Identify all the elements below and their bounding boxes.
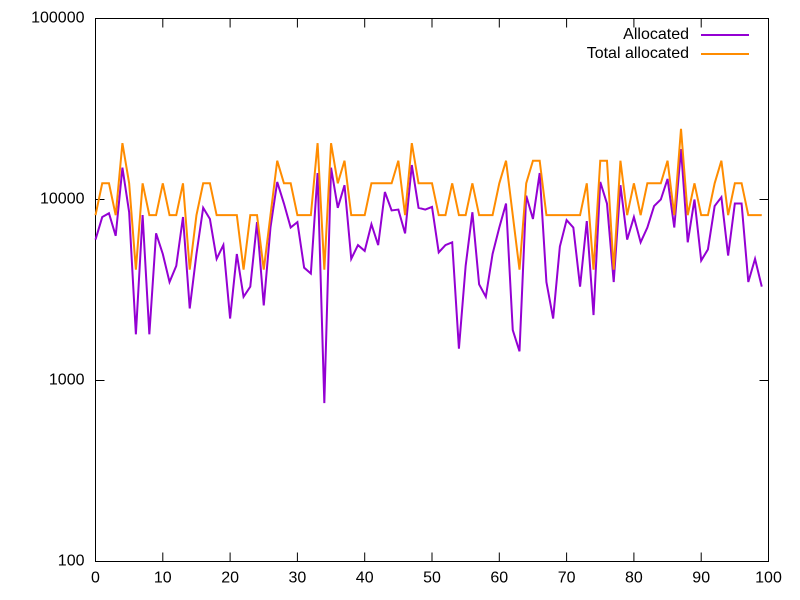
- x-tick-label: 30: [289, 570, 307, 587]
- x-tick-label: 100: [755, 570, 782, 587]
- y-tick-label: 100: [58, 553, 85, 570]
- legend-label: Total allocated: [587, 45, 689, 62]
- x-tick-label: 70: [558, 570, 576, 587]
- x-tick-label: 80: [625, 570, 643, 587]
- x-tick-label: 90: [692, 570, 710, 587]
- x-tick-label: 60: [490, 570, 508, 587]
- x-tick-label: 10: [154, 570, 172, 587]
- y-tick-label: 10000: [40, 191, 85, 208]
- x-tick-label: 50: [423, 570, 441, 587]
- x-tick-label: 20: [221, 570, 239, 587]
- data-line: [94, 148, 763, 404]
- y-tick-label: 100000: [31, 10, 84, 27]
- x-tick-label: 0: [91, 570, 100, 587]
- legend-label: Allocated: [623, 26, 689, 43]
- data-line: [94, 128, 762, 270]
- y-tick-label: 1000: [49, 372, 85, 389]
- x-tick-label: 40: [356, 570, 374, 587]
- plot-border: [95, 18, 769, 562]
